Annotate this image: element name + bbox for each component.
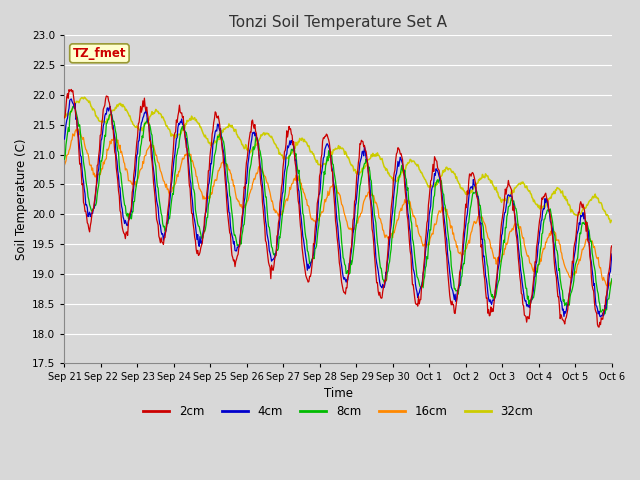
Title: Tonzi Soil Temperature Set A: Tonzi Soil Temperature Set A [229,15,447,30]
X-axis label: Time: Time [324,386,353,399]
Y-axis label: Soil Temperature (C): Soil Temperature (C) [15,139,28,260]
Text: TZ_fmet: TZ_fmet [73,47,126,60]
Legend: 2cm, 4cm, 8cm, 16cm, 32cm: 2cm, 4cm, 8cm, 16cm, 32cm [139,401,538,423]
